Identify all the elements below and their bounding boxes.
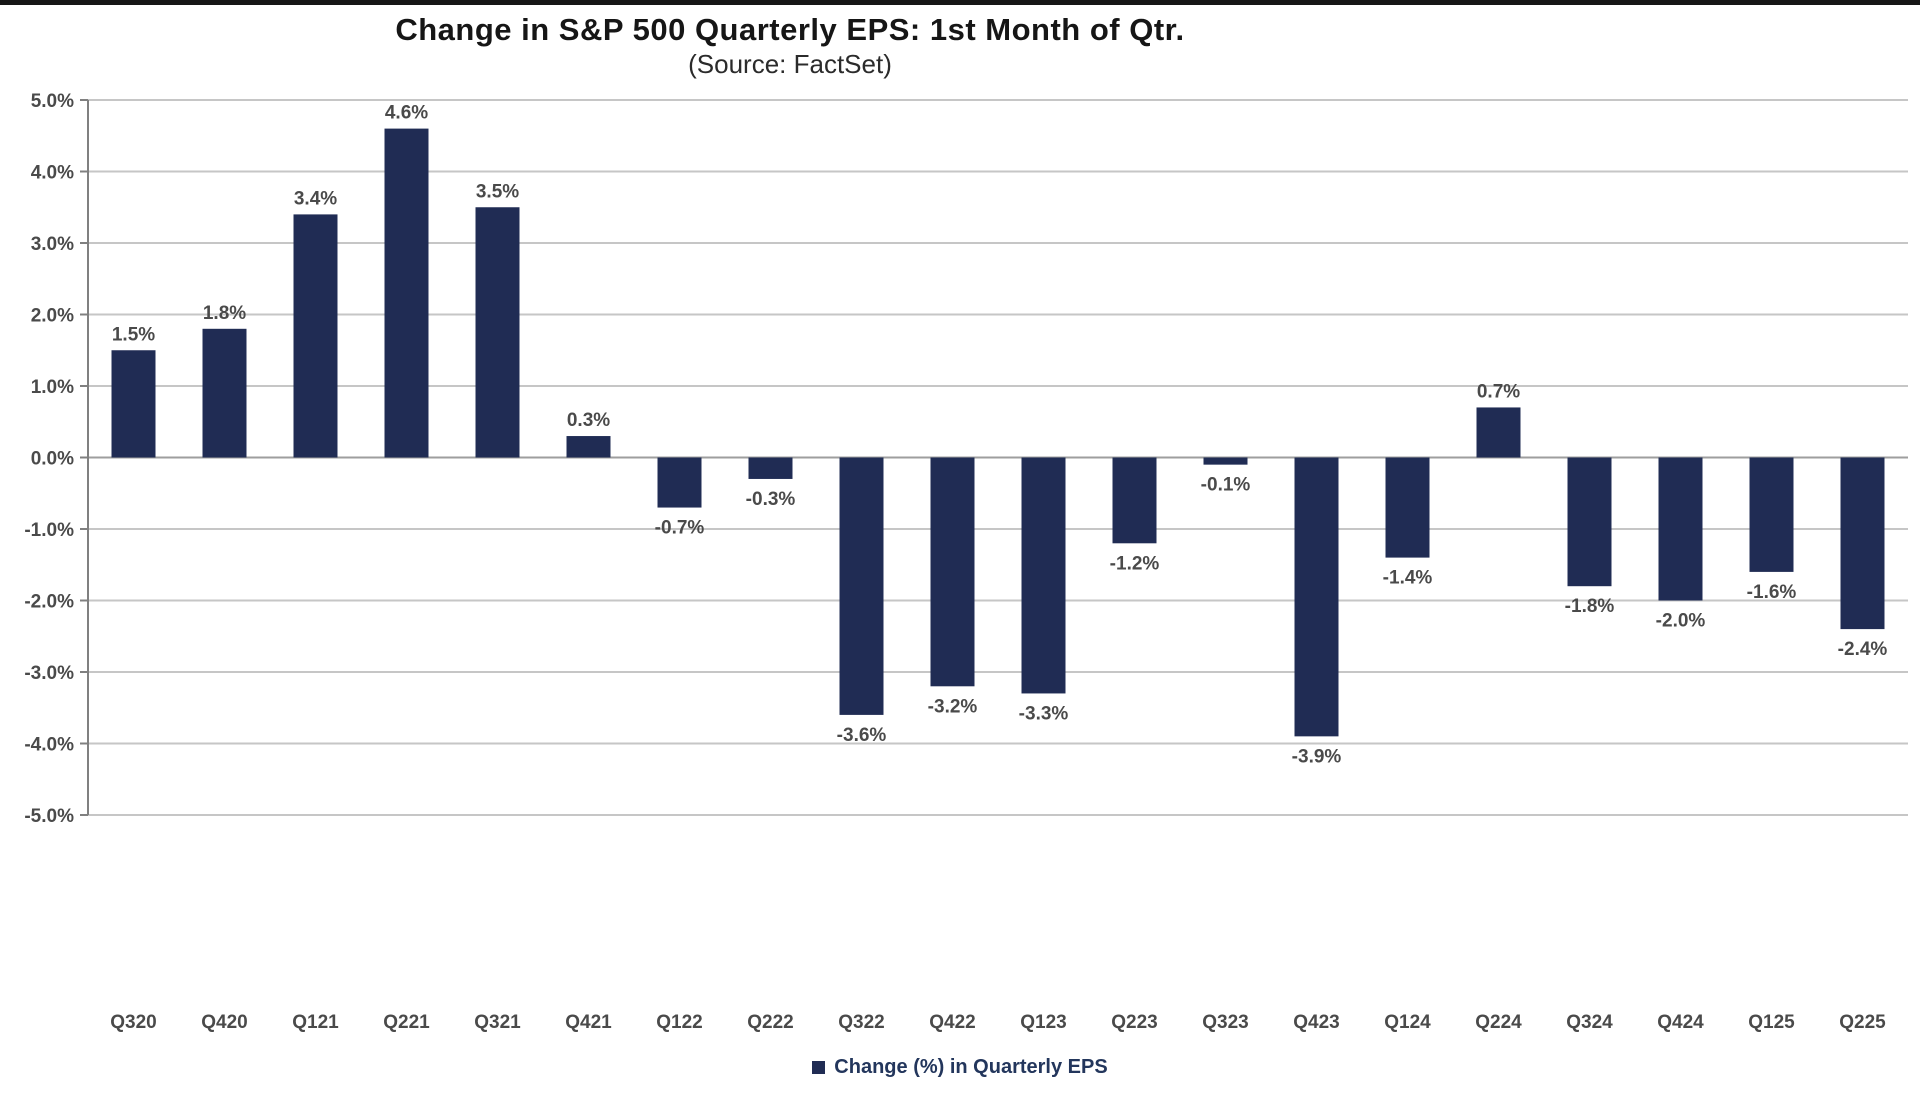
x-tick-label: Q223 xyxy=(1111,1012,1157,1033)
bar xyxy=(1840,457,1885,630)
bar-value-label: 3.4% xyxy=(294,188,337,209)
y-tick-label: 5.0% xyxy=(31,91,74,112)
bar xyxy=(1385,457,1430,558)
bar-value-label: -2.0% xyxy=(1656,611,1706,632)
bar-value-label: -1.8% xyxy=(1565,596,1615,617)
bar xyxy=(475,207,520,458)
x-tick-label: Q420 xyxy=(201,1012,247,1033)
bar-value-label: -1.2% xyxy=(1110,553,1160,574)
bar-value-label: -3.3% xyxy=(1019,703,1069,724)
x-tick-label: Q424 xyxy=(1657,1012,1704,1033)
x-tick-label: Q322 xyxy=(838,1012,884,1033)
y-tick-label: 0.0% xyxy=(31,449,74,470)
bar xyxy=(1203,457,1248,465)
screenshot-top-border xyxy=(0,0,1920,5)
bar xyxy=(839,457,884,715)
bar xyxy=(1749,457,1794,572)
x-tick-label: Q121 xyxy=(292,1012,339,1033)
bar-value-label: -0.3% xyxy=(746,489,796,510)
x-tick-label: Q123 xyxy=(1020,1012,1066,1033)
x-tick-label: Q124 xyxy=(1384,1012,1431,1033)
y-tick-label: -4.0% xyxy=(24,735,74,756)
legend-square-icon xyxy=(812,1061,826,1074)
bar-value-label: 3.5% xyxy=(476,181,519,202)
legend-label: Change (%) in Quarterly EPS xyxy=(834,1056,1108,1078)
x-tick-label: Q224 xyxy=(1475,1012,1522,1033)
x-tick-label: Q323 xyxy=(1202,1012,1248,1033)
x-tick-label: Q421 xyxy=(565,1012,612,1033)
bar xyxy=(657,457,702,508)
x-tick-label: Q221 xyxy=(383,1012,430,1033)
x-tick-label: Q324 xyxy=(1566,1012,1613,1033)
bar-chart: 5.0% 4.0% 3.0% 2.0% 1.0% 0.0% -1.0% -2.0% -3.0% -… xyxy=(24,91,1908,1033)
x-tick-label: Q122 xyxy=(656,1012,702,1033)
bar xyxy=(1294,457,1339,737)
y-tick-label: -1.0% xyxy=(24,520,74,541)
bar-value-label: 1.8% xyxy=(203,303,246,324)
x-tick-label: Q422 xyxy=(929,1012,975,1033)
bar xyxy=(1567,457,1612,587)
bar-value-label: 1.5% xyxy=(112,324,155,345)
x-tick-label: Q222 xyxy=(747,1012,793,1033)
bar xyxy=(384,128,429,458)
x-tick-label: Q321 xyxy=(474,1012,521,1033)
y-tick-label: 3.0% xyxy=(31,234,74,255)
y-tick-label: 2.0% xyxy=(31,306,74,327)
bar-value-label: -0.7% xyxy=(655,518,705,539)
y-tick-label: -2.0% xyxy=(24,592,74,613)
chart-title: Change in S&P 500 Quarterly EPS: 1st Mon… xyxy=(395,12,1185,47)
y-tick-label: -3.0% xyxy=(24,663,74,684)
x-tick-label: Q225 xyxy=(1839,1012,1886,1033)
chart-legend: Change (%) in Quarterly EPS xyxy=(0,1056,1920,1079)
bar-value-label: -3.6% xyxy=(837,725,887,746)
bar xyxy=(1112,457,1157,544)
y-tick-label: -5.0% xyxy=(24,806,74,827)
bar xyxy=(1476,407,1521,458)
bar-value-label: -1.4% xyxy=(1383,568,1433,589)
bar-value-label: -3.2% xyxy=(928,696,978,717)
bar xyxy=(202,328,247,458)
y-tick-label: 1.0% xyxy=(31,377,74,398)
y-tick-label: 4.0% xyxy=(31,163,74,184)
bar-value-label: -3.9% xyxy=(1292,746,1342,767)
chart-subtitle: (Source: FactSet) xyxy=(688,48,892,79)
bar xyxy=(748,457,793,479)
bar-value-label: 0.7% xyxy=(1477,381,1520,402)
x-tick-label: Q423 xyxy=(1293,1012,1339,1033)
bar xyxy=(930,457,975,687)
bar-value-label: 4.6% xyxy=(385,103,428,124)
bar xyxy=(566,436,611,458)
bar-value-label: -0.1% xyxy=(1201,475,1251,496)
chart-header: Change in S&P 500 Quarterly EPS: 1st Mon… xyxy=(0,12,1580,80)
x-tick-label: Q125 xyxy=(1748,1012,1795,1033)
bar-value-label: -2.4% xyxy=(1838,639,1888,660)
bar xyxy=(293,214,338,458)
bar-value-label: 0.3% xyxy=(567,410,610,431)
x-tick-label: Q320 xyxy=(110,1012,156,1033)
bar xyxy=(1021,457,1066,694)
bar xyxy=(111,350,156,458)
bar-value-label: -1.6% xyxy=(1747,582,1797,603)
bar xyxy=(1658,457,1703,601)
